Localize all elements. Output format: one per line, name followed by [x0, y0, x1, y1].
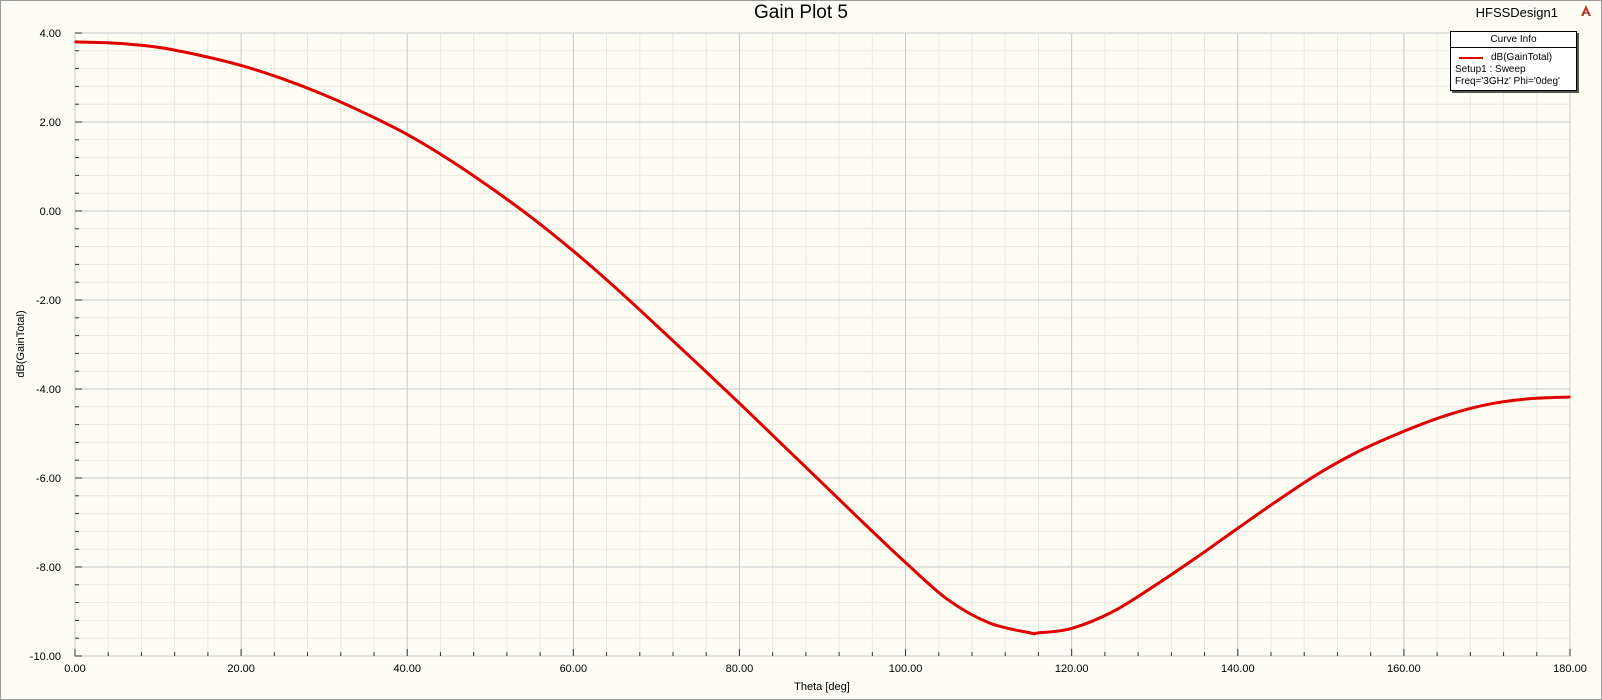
data-point [1236, 527, 1239, 530]
data-point [74, 41, 76, 43]
chart-title: Gain Plot 5 [754, 2, 848, 23]
minor-grid [75, 33, 1570, 656]
legend-setup-line: Setup1 : Sweep [1455, 64, 1526, 75]
data-point [1037, 632, 1040, 634]
data-point [1153, 584, 1156, 587]
data-point [1527, 397, 1530, 400]
data-point [364, 112, 367, 115]
x-tick-label: 60.00 [560, 663, 588, 675]
legend-entry-name: dB(GainTotal) [1491, 52, 1553, 63]
legend-header: Curve Info [1451, 32, 1576, 48]
data-point [240, 64, 242, 67]
data-point [1112, 610, 1114, 613]
data-point [1403, 430, 1405, 433]
data-point [987, 621, 990, 624]
plot-area [74, 32, 1571, 657]
data-point [572, 250, 575, 252]
data-point [1361, 448, 1364, 451]
y-tick-label: 4.00 [40, 28, 61, 40]
data-point [655, 324, 658, 327]
data-point [946, 598, 948, 600]
x-tick-label: 120.00 [1055, 663, 1089, 675]
data-point [780, 442, 782, 445]
data-point [198, 54, 201, 57]
ansys-logo-icon [1581, 5, 1591, 16]
legend-entry[interactable]: dB(GainTotal) [1451, 51, 1576, 64]
axis-ticks [74, 32, 1571, 657]
data-point [738, 402, 741, 405]
design-name: HFSSDesign1 [1475, 5, 1558, 20]
y-tick-labels: 4.00 2.00 0.00 -2.00 -4.00 -6.00 -8.00 -10.00 [30, 28, 61, 663]
data-point [863, 522, 865, 525]
series-line-gaintotal [74, 40, 1571, 636]
data-point [447, 158, 450, 161]
legend-freq-line: Freq='3GHz' Phi='0deg' [1455, 76, 1560, 87]
data-point [1320, 471, 1322, 474]
x-tick-label: 100.00 [889, 663, 923, 675]
x-tick-label: 180.00 [1553, 663, 1587, 675]
data-point [1278, 498, 1281, 501]
y-tick-label: -2.00 [36, 295, 61, 307]
curve-info-legend[interactable]: Curve Info dB(GainTotal) Setup1 : Sweep … [1450, 31, 1577, 91]
data-point [281, 78, 284, 80]
data-point [157, 46, 159, 49]
data-point [406, 133, 409, 136]
x-tick-label: 160.00 [1387, 663, 1421, 675]
data-point [1070, 627, 1073, 630]
data-point [904, 561, 907, 564]
data-point [489, 186, 492, 189]
data-point [1195, 556, 1198, 559]
y-tick-label: 0.00 [40, 206, 61, 218]
data-point [821, 482, 824, 485]
major-grid [74, 32, 1571, 657]
data-point [531, 216, 533, 219]
x-tick-label: 140.00 [1221, 663, 1255, 675]
data-point [1486, 403, 1488, 406]
x-axis-label: Theta [deg] [794, 681, 850, 693]
x-tick-labels: 0.00 20.00 40.00 60.00 80.00 100.00 120.00 140.… [64, 663, 1587, 675]
data-point [115, 42, 118, 45]
y-axis-label: dB(GainTotal) [15, 310, 27, 377]
data-point [323, 94, 325, 96]
data-point [1029, 632, 1031, 634]
x-tick-label: 20.00 [227, 663, 255, 675]
x-tick-label: 40.00 [393, 663, 421, 675]
data-point [1569, 396, 1571, 398]
data-point [614, 286, 616, 288]
y-tick-label: -10.00 [30, 651, 61, 663]
y-tick-label: 2.00 [40, 117, 61, 129]
legend-swatch [1459, 56, 1483, 59]
y-tick-label: -4.00 [36, 384, 61, 396]
x-tick-label: 0.00 [64, 663, 85, 675]
data-point [1444, 414, 1447, 417]
data-point [697, 363, 699, 365]
x-tick-label: 80.00 [726, 663, 754, 675]
y-tick-label: -6.00 [36, 473, 61, 485]
series-group [74, 40, 1571, 636]
y-tick-label: -8.00 [36, 562, 61, 574]
